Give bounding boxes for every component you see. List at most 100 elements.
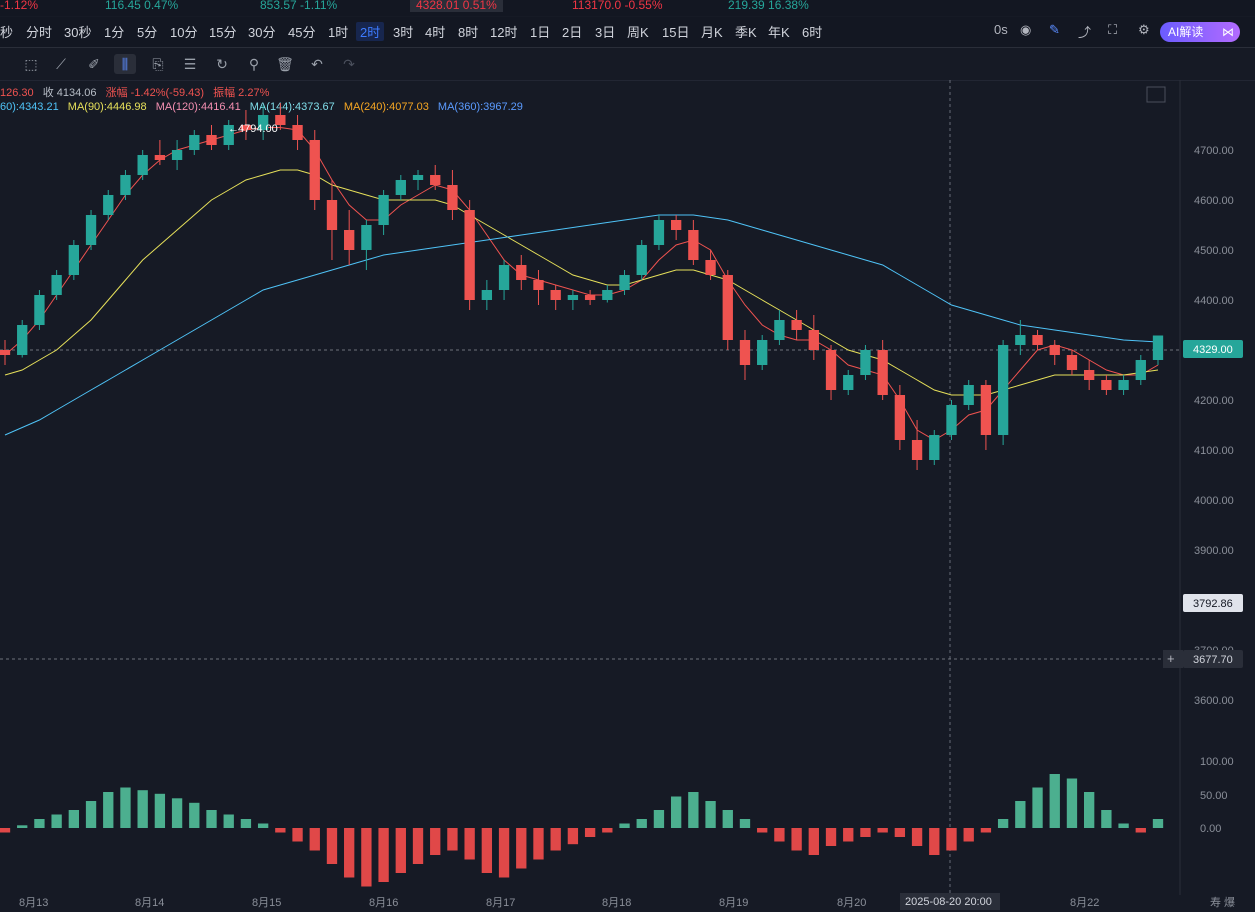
tf-line[interactable]: 分时 (26, 25, 53, 40)
copy-icon[interactable]: ⎘ (152, 56, 164, 72)
ticker-item[interactable]: 853.57 -1.11% (260, 0, 338, 12)
candle-body (670, 220, 682, 230)
price-tick-label: 3700.00 (1194, 645, 1234, 657)
fullscreen-icon[interactable]: ⛶ (1108, 22, 1118, 37)
tf-1m[interactable]: 1分 (104, 25, 125, 40)
macd-bar (550, 828, 561, 851)
ticker-bar: -1.12% 116.45 0.47% 853.57 -1.11% 4328.0… (0, 0, 1255, 16)
tf-season[interactable]: 季K (735, 25, 757, 40)
camera-icon[interactable]: ◉ (1020, 22, 1032, 37)
candle-body (498, 265, 510, 290)
undo-icon[interactable]: ↶ (311, 56, 323, 72)
filter-icon[interactable]: ⚲ (248, 56, 260, 72)
legend-change: 涨幅 -1.42%(-59.43) (105, 87, 205, 99)
tf-2d[interactable]: 2日 (562, 25, 583, 40)
candle-body (946, 405, 957, 435)
candle-body (206, 135, 217, 145)
price-tick-label: 4300.00 (1194, 345, 1234, 357)
macd-bar (1084, 792, 1095, 828)
share-icon: ⋈ (1222, 25, 1234, 39)
ma-legend: 60):4343.21 MA(90):4446.98 MA(120):4416.… (0, 101, 529, 113)
candle-body (757, 340, 768, 365)
tf-10m[interactable]: 10分 (170, 25, 198, 40)
ai-interpret-label: AI解读 (1168, 25, 1204, 39)
tf-30m[interactable]: 30分 (248, 25, 276, 40)
drawing-toolbar: ⬚ ⟋ ✐ ⫼ ⎘ ☰ ↻ ⚲ 🗑 ↶ ↷ (0, 48, 1255, 81)
macd-bar (344, 828, 355, 878)
tf-45m[interactable]: 45分 (288, 25, 316, 40)
macd-bar (877, 828, 888, 833)
trash-icon[interactable]: 🗑 (276, 56, 294, 72)
replay-icon[interactable]: ⤴ (1078, 25, 1092, 40)
candle-body (980, 385, 992, 435)
bottom-right-mark: 寿 爆 (1210, 895, 1235, 909)
tf-6h[interactable]: 6时 (802, 25, 823, 40)
tf-12h[interactable]: 12时 (490, 25, 518, 40)
tf-5m[interactable]: 5分 (137, 25, 158, 40)
tf-month[interactable]: 月K (701, 25, 723, 40)
price-tick-label: 3900.00 (1194, 545, 1234, 557)
tf-1h[interactable]: 1时 (328, 25, 349, 40)
ticker-item[interactable]: 116.45 0.47% (105, 0, 179, 12)
candle-body (808, 330, 819, 350)
price-tick-label: 4500.00 (1194, 245, 1234, 257)
tf-30s[interactable]: 30秒 (64, 25, 92, 40)
macd-bar (1032, 787, 1043, 828)
macd-bar (980, 828, 992, 833)
tf-sec[interactable]: 秒 (0, 25, 14, 40)
macd-bar (292, 828, 303, 842)
ruler-icon[interactable]: ⟋ (56, 56, 66, 72)
ticker-item[interactable]: 113170.0 -0.55% (572, 0, 663, 12)
tf-15d[interactable]: 15日 (662, 25, 690, 40)
ma-line-ma60 (4, 214, 1159, 436)
tf-1d[interactable]: 1日 (530, 25, 551, 40)
tf-8h[interactable]: 8时 (458, 25, 479, 40)
redo-icon[interactable]: ↷ (343, 56, 355, 72)
ticker-item[interactable]: 219.39 16.38% (728, 0, 809, 12)
macd-bar (171, 798, 183, 828)
ticker-item[interactable]: 4328.01 0.51% (410, 0, 503, 12)
tf-4h[interactable]: 4时 (425, 25, 446, 40)
candle-body (584, 295, 596, 300)
ticker-item[interactable]: -1.12% (0, 0, 39, 12)
macd-bar (860, 828, 871, 837)
settings-icon[interactable]: ⚙ (1138, 22, 1150, 37)
macd-bar (1049, 774, 1060, 828)
macd-bar (1101, 810, 1112, 828)
select-icon[interactable]: ⬚ (24, 56, 38, 72)
macd-bar (85, 801, 97, 828)
tf-2h[interactable]: 2时 (356, 22, 385, 41)
ma-line-ma20 (4, 169, 1159, 396)
date-tick-label: 8月22 (1070, 897, 1099, 909)
macd-bar (326, 828, 338, 864)
indicator-icon[interactable]: ☰ (183, 56, 197, 72)
magnet-icon[interactable]: ↻ (216, 56, 228, 72)
macd-bar (206, 810, 217, 828)
brush-icon[interactable]: ✐ (88, 56, 100, 72)
candle-body (911, 440, 923, 460)
macd-bar (722, 810, 733, 828)
macd-bar (825, 828, 837, 846)
tf-year[interactable]: 年K (768, 25, 790, 40)
crosshair-time-badge (900, 893, 1000, 910)
candle-body (602, 290, 613, 300)
tf-15m[interactable]: 15分 (209, 25, 237, 40)
macd-bar (843, 828, 854, 842)
last-price-badge (1183, 340, 1243, 358)
pin-price-label: 3677.70 (1193, 654, 1233, 666)
tf-3h[interactable]: 3时 (393, 25, 414, 40)
tf-3d[interactable]: 3日 (595, 25, 616, 40)
macd-bar (257, 823, 269, 828)
candle-body (481, 290, 493, 300)
pen-icon[interactable]: ✎ (1049, 22, 1060, 37)
expand-icon (1146, 86, 1166, 103)
price-tick-label: 4600.00 (1194, 195, 1234, 207)
candle-type-icon[interactable]: ⫼ (114, 54, 136, 74)
candle-body (464, 210, 475, 300)
candle-body (257, 115, 269, 130)
macd-bar (1152, 819, 1164, 828)
macd-bar (757, 828, 768, 833)
ai-interpret-button[interactable]: AI解读 ⋈ (1160, 22, 1240, 42)
tf-week[interactable]: 周K (627, 25, 649, 40)
